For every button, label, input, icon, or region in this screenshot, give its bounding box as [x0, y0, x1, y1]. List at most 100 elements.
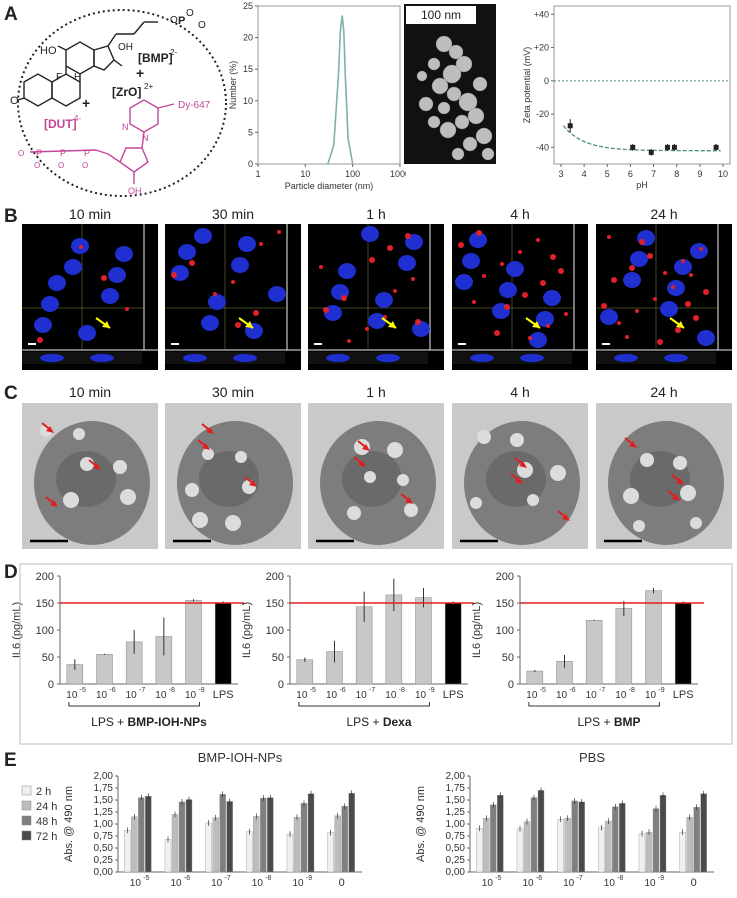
viability-ylabel: Abs. @ 490 nm: [63, 786, 75, 862]
viability-bar: [307, 793, 315, 873]
nanoparticle-signal: [657, 339, 663, 345]
vesicle: [80, 457, 94, 471]
svg-text:O: O: [10, 95, 19, 107]
legend-label: 24 h: [36, 801, 57, 813]
nucleus: [268, 286, 286, 302]
nucleus: [338, 263, 356, 279]
viability-xtick-label: 10: [252, 878, 264, 889]
nucleus: [201, 315, 219, 331]
viability-bar: [483, 818, 490, 873]
viability-ylabel: Abs. @ 490 nm: [415, 786, 427, 862]
il6-ytick-label: 50: [272, 652, 284, 664]
viability-bar: [612, 806, 619, 873]
nanoparticle-signal: [540, 280, 546, 286]
confocal-time-label: 1 h: [366, 206, 386, 222]
legend-label: 48 h: [36, 816, 57, 828]
nanoparticle-signal: [675, 327, 681, 333]
viability-bar: [476, 828, 483, 873]
il6-xtick-exponent: -8: [399, 687, 405, 694]
vesicle: [185, 483, 199, 497]
il6-xtick-exponent: -5: [310, 687, 316, 694]
nanoparticle-signal: [213, 292, 217, 296]
red-arrow-head: [206, 427, 214, 434]
viability-ytick-label: 1,50: [446, 795, 466, 806]
panel-letter-a: A: [4, 4, 18, 25]
nanoparticle-signal: [536, 238, 540, 242]
zeta-ytick-label: 0: [544, 76, 549, 86]
viability-bar: [348, 793, 355, 873]
phosphate-o-top: O: [186, 8, 194, 19]
plus-1: +: [136, 65, 144, 81]
dls-xtick-label: 1: [255, 169, 260, 179]
confocal-time-label: 4 h: [510, 206, 530, 222]
nanoparticle-signal: [277, 230, 281, 234]
red-arrow-head: [362, 444, 370, 451]
viability-bar: [523, 821, 531, 873]
il6-xtick-label: 10: [385, 690, 397, 701]
il6-xtick-label: 10: [96, 690, 108, 701]
viability-bar: [605, 820, 612, 873]
nucleus: [178, 244, 196, 260]
viability-ytick-label: 1,00: [446, 819, 466, 830]
chemical-structure: O O O P HO OH F H O [BMP] 2- + [ZrO] 2+ …: [10, 8, 227, 197]
panel-letter-c: C: [4, 383, 18, 404]
nucleus: [101, 288, 119, 304]
nanoparticle-signal: [601, 303, 607, 309]
nanoparticle-signal: [558, 268, 564, 274]
zeta-chart: +40 +20 0 -20 -40 3 4 5 6 7 8 9 10 pH Zeta potential (…: [522, 5, 731, 190]
nanoparticle-signal: [101, 275, 107, 281]
viability-bar: [267, 797, 274, 873]
confocal-cells: [596, 224, 732, 364]
il6-xtick-exponent: -6: [109, 687, 115, 694]
dls-ytick-label: 0: [248, 159, 253, 169]
viability-ytick-label: 1,25: [94, 807, 114, 818]
viability-bar: [260, 797, 267, 873]
il6-xtick-exponent: -9: [428, 687, 434, 694]
vesicle: [470, 497, 482, 509]
dls-distribution-line: [327, 15, 354, 165]
il6-ytick-label: 100: [266, 625, 284, 637]
nucleus: [462, 253, 480, 269]
vesicle: [202, 448, 214, 460]
vesicle: [690, 517, 702, 529]
tem-cell-image: [596, 403, 732, 549]
nanoparticle-signal: [671, 285, 675, 289]
confocal-image: [452, 224, 588, 370]
vesicle: [364, 471, 376, 483]
nanoparticle-signal: [472, 300, 476, 304]
il6-caption: LPS + Dexa: [346, 715, 411, 729]
viability-title: BMP-IOH-NPs: [198, 750, 283, 765]
nanoparticle-signal: [365, 327, 369, 331]
il6-xtick-label: LPS: [213, 689, 234, 701]
viability-bar: [212, 817, 219, 873]
panel-c-tem: 10 min 30 min 1 h 4 h 24 h: [0, 384, 737, 554]
vesicle: [673, 456, 687, 470]
zeta-xtick-label: 6: [628, 169, 633, 179]
il6-ytick-label: 50: [42, 652, 54, 664]
viability-bar: [645, 831, 653, 873]
nucleus: [697, 330, 715, 346]
nucleus: [361, 226, 379, 242]
viability-bar: [686, 817, 693, 873]
viability-xtick-label: 10: [604, 878, 616, 889]
svg-text:P: P: [178, 15, 185, 27]
nanoparticle-signal: [629, 265, 635, 271]
il6-ylabel: IL6 (pg/mL): [241, 602, 253, 658]
zeta-point: [671, 144, 677, 150]
nucleus: [108, 267, 126, 283]
il6-ylabel: IL6 (pg/mL): [11, 602, 23, 658]
tem-particles: [416, 35, 495, 161]
nanoparticle-signal: [415, 319, 421, 325]
tem-time-label: 30 min: [211, 384, 255, 400]
viability-bar: [619, 803, 626, 873]
confocal-image: [165, 224, 301, 370]
viability-xtick-exponent: -9: [306, 875, 312, 882]
zro-label: [ZrO]: [112, 85, 141, 99]
confocal-image: [308, 224, 444, 370]
tem-time-label: 4 h: [510, 384, 530, 400]
nucleus: [41, 296, 59, 312]
nanoparticle-signal: [617, 321, 621, 325]
vesicle: [387, 442, 403, 458]
zeta-ytick-label: +40: [534, 9, 549, 19]
viability-ytick-label: 0,25: [94, 855, 114, 866]
